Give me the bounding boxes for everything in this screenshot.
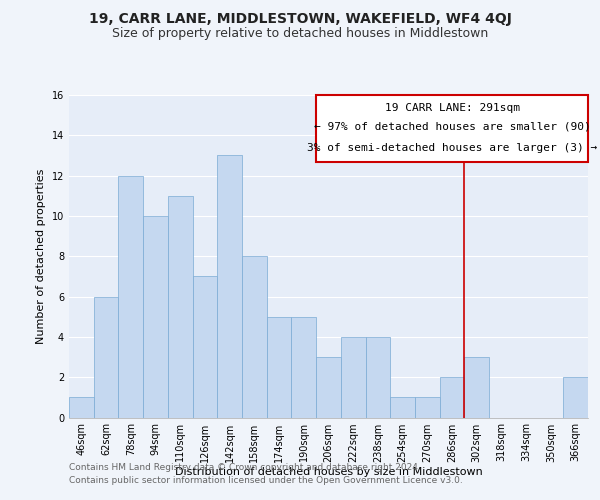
Text: 19, CARR LANE, MIDDLESTOWN, WAKEFIELD, WF4 4QJ: 19, CARR LANE, MIDDLESTOWN, WAKEFIELD, W…	[89, 12, 511, 26]
Bar	[316, 95, 588, 162]
Text: Contains public sector information licensed under the Open Government Licence v3: Contains public sector information licen…	[69, 476, 463, 485]
Text: ← 97% of detached houses are smaller (90): ← 97% of detached houses are smaller (90…	[314, 121, 590, 131]
Bar	[440, 377, 464, 418]
X-axis label: Distribution of detached houses by size in Middlestown: Distribution of detached houses by size …	[175, 468, 482, 477]
Bar	[316, 357, 341, 418]
Bar	[193, 276, 217, 418]
Text: Size of property relative to detached houses in Middlestown: Size of property relative to detached ho…	[112, 28, 488, 40]
Bar	[341, 337, 365, 417]
Bar	[267, 316, 292, 418]
Bar	[118, 176, 143, 418]
Bar	[143, 216, 168, 418]
Y-axis label: Number of detached properties: Number of detached properties	[36, 168, 46, 344]
Bar	[94, 296, 118, 418]
Bar	[415, 398, 440, 417]
Bar	[217, 156, 242, 418]
Bar	[69, 398, 94, 417]
Bar	[563, 377, 588, 418]
Bar	[365, 337, 390, 417]
Text: 3% of semi-detached houses are larger (3) →: 3% of semi-detached houses are larger (3…	[307, 144, 597, 154]
Text: 19 CARR LANE: 291sqm: 19 CARR LANE: 291sqm	[385, 103, 520, 113]
Text: Contains HM Land Registry data © Crown copyright and database right 2024.: Contains HM Land Registry data © Crown c…	[69, 462, 421, 471]
Bar	[242, 256, 267, 418]
Bar	[390, 398, 415, 417]
Bar	[292, 316, 316, 418]
Bar	[464, 357, 489, 418]
Bar	[168, 196, 193, 418]
